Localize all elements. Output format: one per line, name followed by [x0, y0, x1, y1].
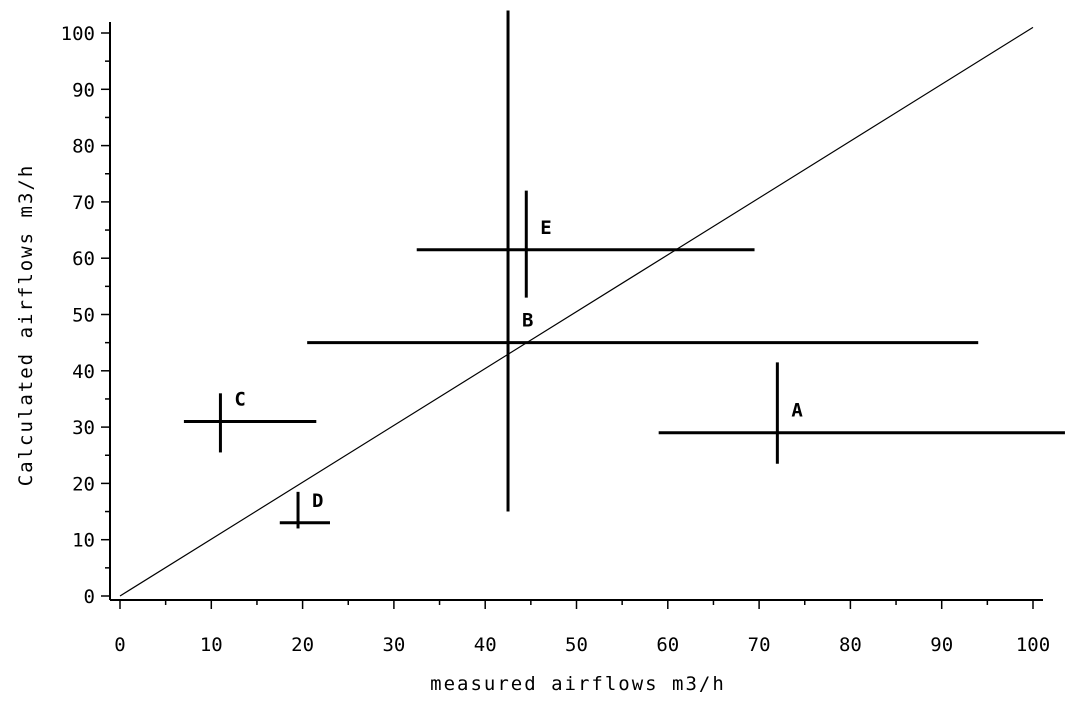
y-tick-label: 20	[72, 473, 95, 495]
y-tick-label: 70	[72, 192, 95, 214]
x-tick-label: 100	[1016, 634, 1050, 656]
y-tick-label: 10	[72, 530, 95, 552]
x-tick-label: 0	[114, 634, 125, 656]
y-tick-label: 50	[72, 305, 95, 327]
x-tick-label: 80	[839, 634, 862, 656]
y-axis-label: Calculated airflows m3/h	[15, 164, 37, 487]
x-axis-ticks: 0 10 20 30 40 50 60 70 80 90 100	[114, 600, 1050, 656]
data-point-e: E	[416, 190, 755, 298]
x-tick-label: 90	[930, 634, 953, 656]
x-tick-label: 70	[748, 634, 771, 656]
y-tick-label: 80	[72, 136, 95, 158]
data-points: A B C D E	[183, 10, 1065, 529]
y-axis-ticks: 0 10 20 30 40 50 60 70 80 90 100	[61, 23, 110, 608]
y-tick-label: 40	[72, 361, 95, 383]
y-tick-label: 90	[72, 79, 95, 101]
reference-line-group	[119, 26, 1034, 597]
point-label: E	[540, 217, 551, 239]
data-point-b: B	[307, 10, 979, 512]
x-tick-label: 10	[200, 634, 223, 656]
y-tick-label: 30	[72, 417, 95, 439]
x-tick-label: 40	[474, 634, 497, 656]
x-tick-label: 20	[291, 634, 314, 656]
x-tick-label: 50	[565, 634, 588, 656]
y-tick-label: 0	[84, 586, 95, 608]
y-tick-label: 60	[72, 248, 95, 270]
point-label: C	[234, 388, 245, 410]
x-axis-label: measured airflows m3/h	[430, 673, 726, 695]
data-point-a: A	[658, 362, 1065, 464]
point-label: B	[522, 310, 533, 332]
point-label: D	[312, 490, 323, 512]
x-tick-label: 60	[656, 634, 679, 656]
x-tick-label: 30	[382, 634, 405, 656]
data-point-d: D	[279, 490, 330, 529]
point-label: A	[791, 400, 803, 422]
data-point-c: C	[183, 388, 317, 453]
reference-line	[119, 26, 1034, 597]
y-tick-label: 100	[61, 23, 95, 45]
